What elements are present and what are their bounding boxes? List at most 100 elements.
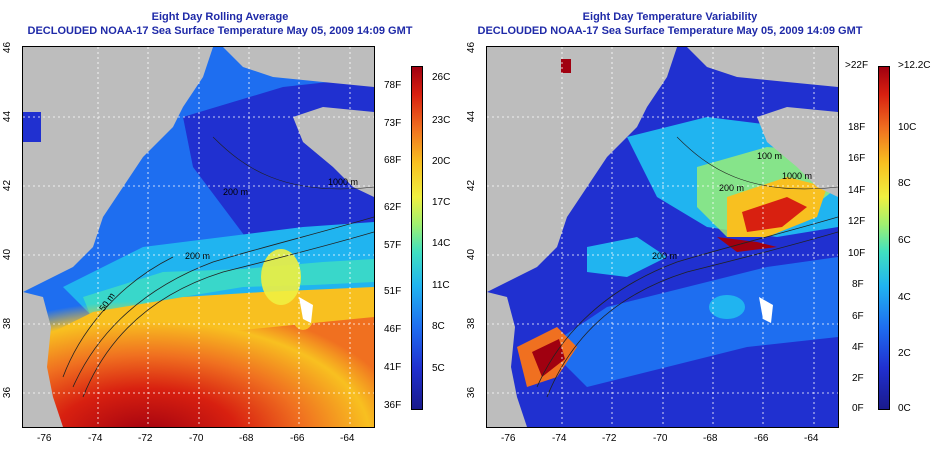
left-lat-38: 38 — [2, 317, 14, 330]
right-cb-c-10: 10C — [898, 122, 917, 133]
right-cb-f-14: 14F — [848, 185, 866, 196]
peak-variability-streak — [717, 237, 777, 252]
left-cb-f-36: 36F — [384, 400, 402, 411]
left-cb-f-51: 51F — [384, 286, 402, 297]
left-cb-c-26: 26C — [432, 72, 451, 83]
right-grid — [487, 47, 838, 427]
right-lon-64: -64 — [804, 433, 819, 444]
lake-red — [561, 59, 571, 73]
right-lat-46: 46 — [466, 41, 478, 54]
patch-5 — [709, 295, 745, 319]
left-lat-36: 36 — [2, 386, 14, 399]
right-cb-f-0: 0F — [852, 403, 864, 414]
right-contour-label-1: 100 m — [757, 151, 783, 161]
right-cb-f-12: 12F — [848, 216, 866, 227]
land-us-coast — [487, 47, 677, 292]
right-lon-68: -68 — [703, 433, 718, 444]
peak-variability-front — [742, 197, 807, 232]
left-title-line2: DECLOUDED NOAA-17 Sea Surface Temperatur… — [27, 25, 413, 37]
right-variability-map: 100 m 1000 m 200 m 200 m — [486, 46, 839, 428]
hatteras-core — [532, 339, 565, 377]
left-lon-76: -76 — [37, 433, 52, 444]
left-cb-f-68: 68F — [384, 155, 402, 166]
left-cb-f-57: 57F — [384, 240, 402, 251]
contour-1000m — [546, 231, 838, 398]
left-contour-label-4: 200 m — [223, 187, 249, 197]
lake — [23, 112, 41, 142]
left-lat-46: 46 — [2, 41, 14, 54]
left-contour-label-1: 1000 m — [328, 177, 359, 187]
cloud-patch — [299, 297, 313, 323]
left-lon-68: -68 — [239, 433, 254, 444]
left-lat-42: 42 — [2, 179, 14, 192]
left-cb-c-23: 23C — [432, 115, 451, 126]
right-cb-f-2: 2F — [852, 373, 864, 384]
right-title-line2: DECLOUDED NOAA-17 Sea Surface Temperatur… — [477, 25, 863, 37]
contour-50m — [62, 256, 174, 378]
left-cb-f-73: 73F — [384, 118, 402, 129]
right-cb-f-10: 10F — [848, 248, 866, 259]
left-grid — [23, 47, 374, 427]
right-cb-f-18: 18F — [848, 122, 866, 133]
left-cb-f-46: 46F — [384, 324, 402, 335]
right-cb-c-4: 4C — [898, 292, 911, 303]
right-cb-f-4: 4F — [852, 342, 864, 353]
left-cb-c-14: 14C — [432, 238, 451, 249]
right-cb-c-6: 6C — [898, 235, 911, 246]
right-lat-38: 38 — [466, 317, 478, 330]
patch-1 — [547, 257, 838, 387]
right-cb-c-2: 2C — [898, 348, 911, 359]
right-cb-c-0: 0C — [898, 403, 911, 414]
contour-gulf-maine — [212, 136, 374, 190]
land-northeast — [223, 47, 374, 87]
left-map-svg — [23, 47, 374, 427]
right-cb-c-8: 8C — [898, 178, 911, 189]
right-cb-f-8: 8F — [852, 279, 864, 290]
right-lon-72: -72 — [602, 433, 617, 444]
contour-200m — [536, 216, 838, 388]
right-contour-label-3: 200 m — [652, 251, 678, 261]
right-lon-70: -70 — [653, 433, 668, 444]
right-lon-66: -66 — [754, 433, 769, 444]
right-lat-40: 40 — [466, 248, 478, 261]
right-title-line1: Eight Day Temperature Variability — [582, 11, 758, 23]
right-lat-44: 44 — [466, 110, 478, 123]
left-cb-c-17: 17C — [432, 197, 451, 208]
right-map-svg — [487, 47, 838, 427]
land-northeast — [687, 47, 838, 87]
left-cb-c-8: 8C — [432, 321, 445, 332]
left-cb-c-5: 5C — [432, 363, 445, 374]
contour-gulf-maine — [676, 136, 838, 190]
left-cb-c-11: 11C — [432, 280, 450, 291]
contour-200m — [72, 216, 374, 388]
right-cb-f-6: 6F — [852, 311, 864, 322]
left-cb-f-41: 41F — [384, 362, 402, 373]
right-cb-c-max: >12.2C — [898, 60, 931, 71]
warm-eddy — [261, 249, 301, 305]
left-lon-64: -64 — [340, 433, 355, 444]
left-title-line1: Eight Day Rolling Average — [151, 11, 289, 23]
right-lon-76: -76 — [501, 433, 516, 444]
right-colorbar — [878, 66, 890, 410]
right-panel-title: Eight Day Temperature Variability DECLOU… — [470, 10, 870, 38]
right-cb-f-max: >22F — [845, 60, 869, 71]
right-lat-42: 42 — [466, 179, 478, 192]
left-lon-72: -72 — [138, 433, 153, 444]
right-lon-74: -74 — [552, 433, 567, 444]
land-nova-scotia — [293, 107, 374, 197]
right-contour-label-2: 1000 m — [782, 171, 813, 181]
cloud-patch — [759, 297, 773, 323]
left-lon-74: -74 — [88, 433, 103, 444]
left-sst-map: 1000 m 200 m 50 m 200 m — [22, 46, 375, 428]
right-cb-f-16: 16F — [848, 153, 866, 164]
left-colorbar — [411, 66, 423, 410]
patch-4 — [587, 237, 667, 277]
left-panel-title: Eight Day Rolling Average DECLOUDED NOAA… — [20, 10, 420, 38]
contour-1000m — [82, 231, 374, 398]
left-cb-f-78: 78F — [384, 80, 402, 91]
left-cb-c-20: 20C — [432, 156, 451, 167]
left-lat-44: 44 — [2, 110, 14, 123]
right-lat-36: 36 — [466, 386, 478, 399]
land-nova-scotia — [757, 107, 838, 197]
right-contour-label-4: 200 m — [719, 183, 745, 193]
